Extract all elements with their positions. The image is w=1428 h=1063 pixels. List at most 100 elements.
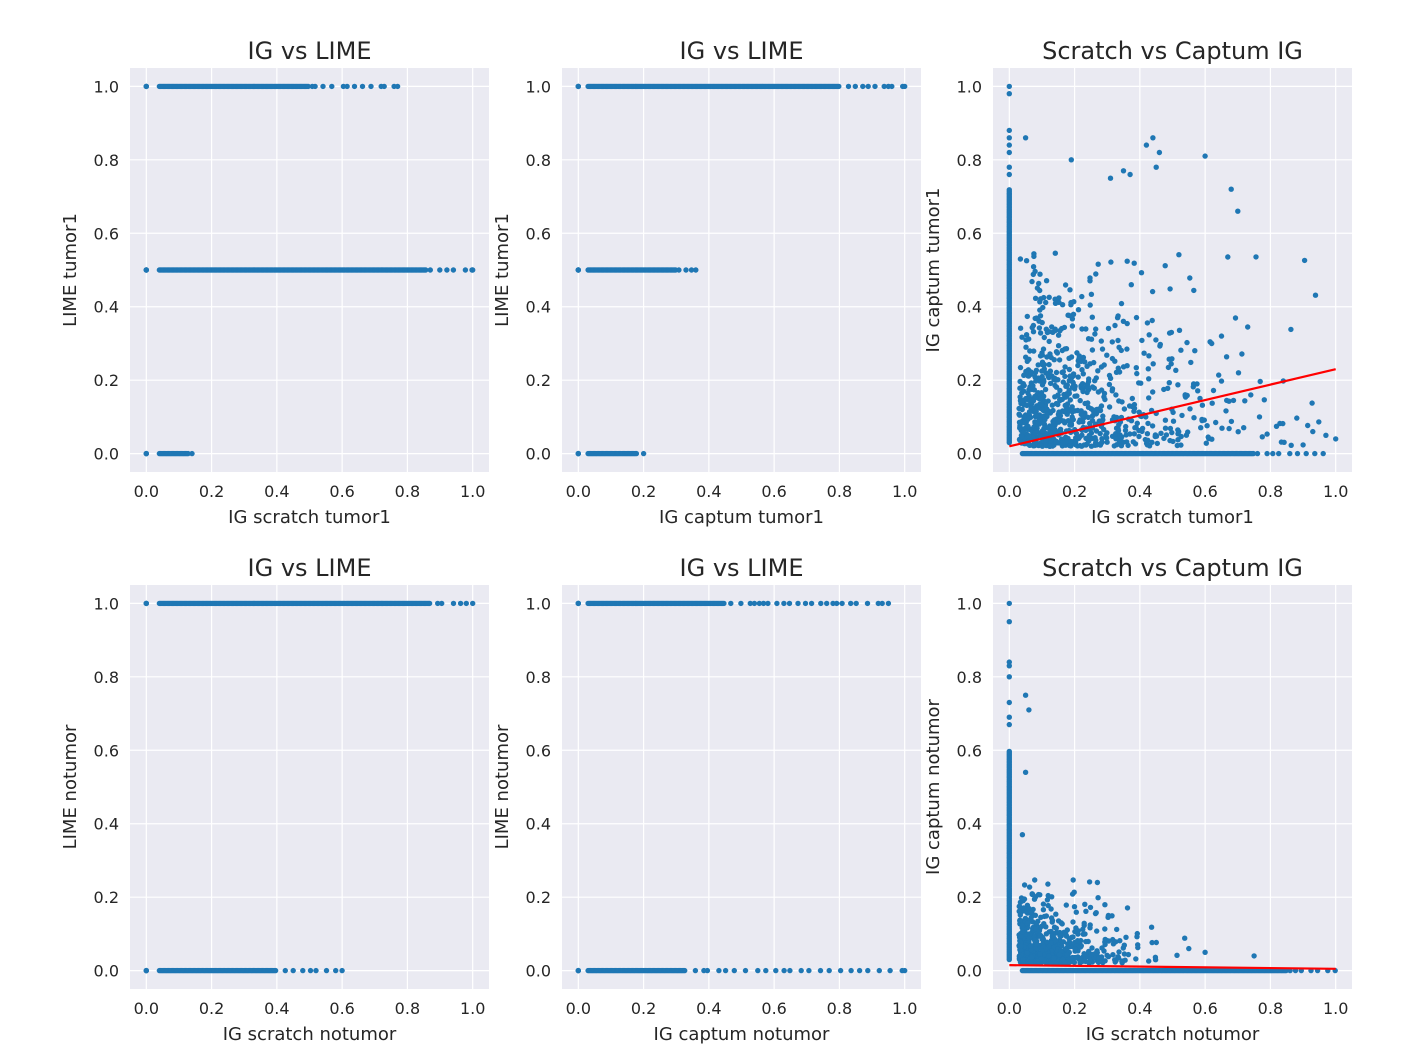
data-point <box>1063 902 1070 908</box>
data-point <box>1070 379 1076 385</box>
data-point <box>688 267 695 273</box>
data-point <box>1218 378 1225 384</box>
data-point <box>1312 292 1319 298</box>
data-point <box>1226 425 1232 432</box>
data-point <box>1288 326 1294 333</box>
x-axis-label: IG scratch tumor1 <box>1091 507 1254 528</box>
data-point <box>290 967 296 974</box>
y-tick-label: 0.2 <box>94 888 119 907</box>
data-point <box>1043 924 1049 930</box>
data-point <box>1021 388 1027 394</box>
data-point <box>1066 387 1072 393</box>
data-point <box>1032 937 1038 944</box>
data-point <box>704 967 711 974</box>
data-point <box>1316 419 1322 425</box>
data-point <box>1037 330 1044 336</box>
data-point <box>1118 300 1125 307</box>
data-point <box>1006 721 1012 728</box>
data-point <box>1079 293 1085 300</box>
data-point <box>1120 168 1127 174</box>
data-point <box>1309 400 1315 406</box>
x-tick-label: 0.4 <box>696 482 721 501</box>
data-point <box>1061 391 1067 398</box>
data-point <box>1112 322 1118 329</box>
data-point <box>1116 422 1122 428</box>
data-point <box>1016 419 1023 425</box>
data-point <box>1259 434 1266 440</box>
data-point <box>1175 427 1181 433</box>
data-point <box>1093 910 1099 916</box>
data-point <box>1006 164 1012 170</box>
data-point <box>1031 348 1037 354</box>
data-point <box>1136 433 1142 440</box>
data-point <box>1071 904 1078 910</box>
data-point <box>1098 338 1105 344</box>
data-point <box>902 967 908 974</box>
y-tick-label: 1.0 <box>957 77 982 96</box>
y-tick-label: 0.8 <box>957 668 982 687</box>
data-point <box>1248 392 1254 398</box>
data-point <box>1040 377 1047 383</box>
data-point <box>1120 364 1127 370</box>
data-point <box>1121 406 1128 412</box>
data-point <box>1030 383 1036 389</box>
data-point <box>1017 364 1024 371</box>
x-tick-label: 0.0 <box>566 482 591 501</box>
subplot-1: 0.0 0.2 0.4 0.6 0.8 1.0 0.0 0.2 0.4 0.6 0.8 1.0 IG v… <box>60 37 489 528</box>
data-point <box>1040 901 1047 907</box>
data-point <box>879 600 885 607</box>
data-point <box>307 967 314 974</box>
data-point <box>1026 935 1033 942</box>
data-point <box>1033 920 1040 926</box>
data-point <box>1106 381 1113 388</box>
data-point <box>1043 299 1049 306</box>
data-point <box>1056 418 1063 424</box>
data-point <box>1073 954 1079 961</box>
data-point <box>1060 379 1067 385</box>
data-point <box>1187 406 1193 412</box>
data-point <box>1049 324 1055 330</box>
data-point <box>1037 271 1043 277</box>
x-axis-label: IG scratch notumor <box>223 1024 397 1045</box>
data-point <box>1191 415 1197 421</box>
data-point <box>470 600 476 607</box>
regression-line <box>1009 368 1336 448</box>
data-point <box>1077 434 1083 440</box>
data-point <box>1021 882 1028 888</box>
data-point <box>1071 889 1077 895</box>
data-point <box>1064 952 1070 958</box>
data-point <box>1035 891 1042 898</box>
data-point <box>1116 344 1122 350</box>
data-point <box>1103 432 1109 438</box>
data-point <box>889 83 895 90</box>
data-point <box>1095 368 1101 374</box>
data-point <box>1057 328 1063 334</box>
data-point <box>1046 929 1053 935</box>
y-axis-label: LIME tumor1 <box>60 213 81 327</box>
x-tick-label: 0.6 <box>329 999 354 1018</box>
data-point <box>1310 428 1316 435</box>
data-point <box>1107 175 1114 181</box>
x-tick-label: 0.0 <box>997 999 1022 1018</box>
data-point <box>1006 127 1012 134</box>
data-point <box>462 267 469 273</box>
data-point <box>1018 895 1025 901</box>
data-point <box>1156 149 1163 156</box>
data-point <box>1120 318 1127 324</box>
data-point <box>1121 951 1128 957</box>
data-point <box>1046 953 1052 959</box>
data-point <box>1250 450 1257 457</box>
y-tick-label: 1.0 <box>526 77 551 96</box>
data-point <box>1143 142 1150 148</box>
data-point <box>1046 338 1052 345</box>
data-point <box>329 83 335 90</box>
data-point <box>1034 958 1041 964</box>
y-axis-label: IG captum notumor <box>923 698 944 874</box>
data-point <box>1030 329 1037 335</box>
data-point <box>1098 419 1104 425</box>
y-tick-label: 0.0 <box>526 445 551 464</box>
data-point <box>1112 957 1118 963</box>
data-point <box>143 967 149 974</box>
data-point <box>1149 439 1155 445</box>
data-point <box>1197 395 1203 402</box>
